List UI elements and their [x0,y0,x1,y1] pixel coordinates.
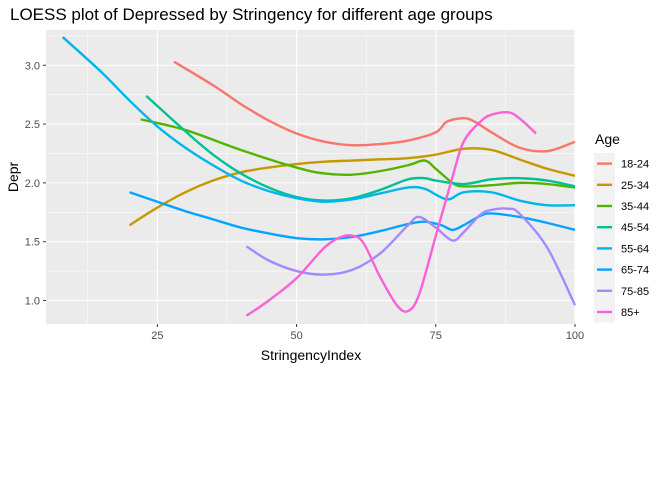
x-axis: 25 50 75 100 [151,324,584,342]
legend-label-65-74: 65-74 [621,265,649,277]
legend-label-45-54: 45-54 [621,222,649,234]
x-tick-label: 75 [430,330,442,342]
series-line-85+ [245,110,537,317]
x-tick-label: 25 [151,330,163,342]
grid-minor [46,30,575,324]
series-line-75-85 [245,207,577,306]
legend-label-75-85: 75-85 [621,286,649,298]
legend-label-85+: 85+ [621,307,640,319]
plot-panel [46,30,575,324]
series-line-25-34 [128,147,576,227]
x-axis-title: StringencyIndex [261,347,361,363]
chart-title: LOESS plot of Depressed by Stringency fo… [10,5,493,24]
y-tick-label: 3.0 [25,60,40,72]
y-axis-title: Depr [5,161,21,192]
legend-title: Age [595,131,620,147]
legend-label-35-44: 35-44 [621,201,649,213]
y-tick-label: 1.0 [25,295,40,307]
series-line-65-74 [129,191,576,241]
legend-label-18-24: 18-24 [621,159,649,171]
grid-major [46,30,576,324]
series-line-55-64 [61,36,576,207]
legend-label-25-34: 25-34 [621,180,649,192]
x-tick-label: 50 [290,330,302,342]
series-line-18-24 [173,60,576,153]
series-line-35-44 [140,118,576,189]
y-axis: 1.0 1.5 2.0 2.5 3.0 [25,60,46,307]
x-tick-label: 100 [566,330,584,342]
series-lines [61,36,577,317]
y-tick-label: 2.5 [25,119,40,131]
legend-label-55-64: 55-64 [621,243,649,255]
legend: Age 18-24 25-34 35-44 45-54 55-64 65-74 75-85 8… [594,131,649,323]
series-line-45-54 [145,94,576,202]
y-tick-label: 1.5 [25,237,40,249]
y-tick-label: 2.0 [25,178,40,190]
